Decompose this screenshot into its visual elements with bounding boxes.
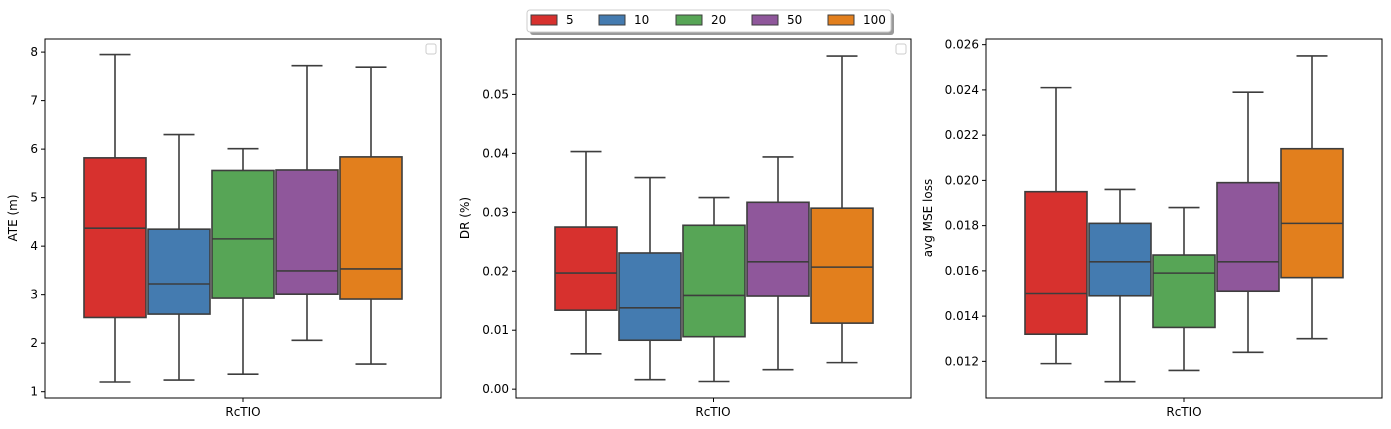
dr-box-100: [810, 207, 874, 324]
mse-ytick-label: 0.014: [945, 309, 979, 323]
mse-ytick-label: 0.018: [945, 219, 979, 233]
dr-y-axis-label: DR (%): [458, 197, 472, 239]
ate-box-10: [147, 228, 211, 315]
ate-ytick-label: 2: [30, 336, 38, 350]
mse-box-20: [1152, 254, 1216, 329]
ate-box-5: [83, 157, 147, 319]
legend-swatch-20: [675, 14, 703, 26]
mse-box-50: [1216, 181, 1280, 293]
ate-y-axis-label: ATE (m): [6, 194, 20, 241]
mse-category-label: RcTIO: [1166, 405, 1201, 419]
ate-ytick-label: 7: [30, 94, 38, 108]
dr-category-label: RcTIO: [695, 405, 730, 419]
dr-boxes: [554, 55, 874, 383]
legend-label-5: 5: [566, 13, 574, 27]
mse-ytick-label: 0.022: [945, 128, 979, 142]
mse-ytick-label: 0.026: [945, 38, 979, 52]
ate-box-20: [211, 169, 275, 299]
ate-category-label: RcTIO: [225, 405, 260, 419]
dr-box-20: [682, 224, 746, 338]
panel-dr: RcTIO DR (%) 0.00 0.01 0.02 0.03 0.04 0.05: [458, 38, 912, 419]
panel-mse: RcTIO avg MSE loss 0.012 0.014 0.016 0.018 0…: [921, 38, 1383, 419]
mse-ytick-label: 0.012: [945, 354, 979, 368]
legend-label-100: 100: [863, 13, 886, 27]
legend-swatch-50: [751, 14, 779, 26]
mse-box-10: [1088, 222, 1152, 297]
legend-swatch-100: [827, 14, 855, 26]
mse-ytick-label: 0.024: [945, 83, 979, 97]
mse-boxes: [1024, 55, 1344, 383]
ate-ytick-label: 4: [30, 239, 38, 253]
dr-box-50: [746, 201, 810, 297]
mse-box-5: [1024, 190, 1088, 336]
dr-empty-legend: [895, 43, 907, 55]
mse-box-100: [1280, 147, 1344, 279]
mse-y-axis-label: avg MSE loss: [921, 179, 935, 257]
dr-ytick-label: 0.02: [482, 264, 509, 278]
mse-ytick-label: 0.016: [945, 264, 979, 278]
legend-label-50: 50: [787, 13, 802, 27]
ate-box-50: [275, 169, 339, 295]
dr-ytick-label: 0.00: [482, 382, 509, 396]
legend-swatch-10: [598, 14, 626, 26]
ate-box-100: [339, 156, 403, 300]
ate-ytick-label: 5: [30, 191, 38, 205]
ate-boxes: [83, 53, 403, 383]
ate-ytick-label: 8: [30, 45, 38, 59]
legend-swatch-5: [530, 14, 558, 26]
dr-ytick-label: 0.04: [482, 146, 509, 160]
series-legend: 5 10 20 50 100: [526, 9, 894, 35]
legend-label-20: 20: [711, 13, 726, 27]
ate-ytick-label: 1: [30, 385, 38, 399]
mse-ytick-label: 0.020: [945, 173, 979, 187]
ate-ytick-label: 6: [30, 142, 38, 156]
panel-ate: RcTIO ATE (m) 1 2 3 4 5 6 7 8: [6, 38, 442, 419]
legend-label-10: 10: [634, 13, 649, 27]
dr-ytick-label: 0.03: [482, 205, 509, 219]
dr-ytick-label: 0.05: [482, 87, 509, 101]
ate-empty-legend: [425, 43, 437, 55]
legend-items: 5 10 20 50 100: [530, 13, 886, 27]
ate-ytick-label: 3: [30, 288, 38, 302]
dr-ytick-label: 0.01: [482, 323, 509, 337]
dr-box-10: [618, 252, 682, 342]
dr-box-5: [554, 226, 618, 311]
